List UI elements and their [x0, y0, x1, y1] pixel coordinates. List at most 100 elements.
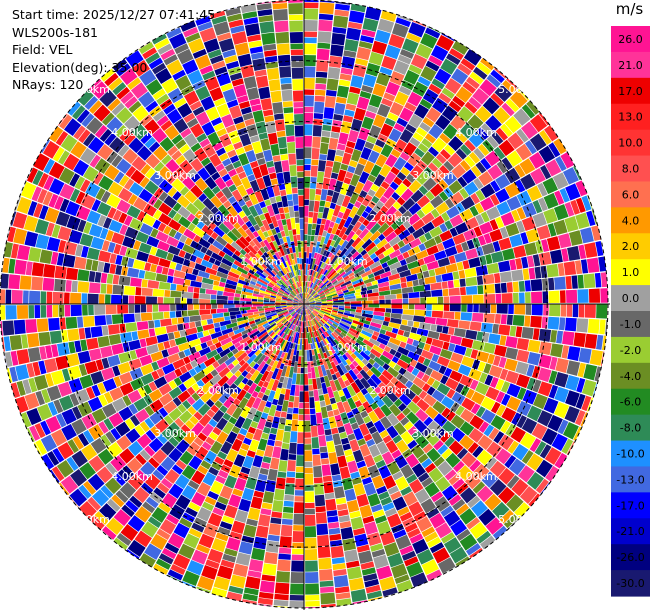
velocity-cell: [264, 308, 276, 313]
velocity-cell: [312, 125, 322, 137]
velocity-cell: [287, 280, 292, 286]
velocity-cell: [526, 405, 542, 422]
velocity-cell: [261, 263, 268, 270]
velocity-cell: [193, 411, 203, 421]
velocity-cell: [312, 318, 320, 329]
velocity-cell: [547, 414, 563, 432]
velocity-cell: [89, 282, 101, 294]
velocity-cell: [489, 460, 506, 478]
velocity-cell: [125, 49, 138, 59]
velocity-cell: [253, 314, 266, 321]
velocity-cell: [368, 352, 376, 360]
velocity-cell: [264, 324, 271, 329]
velocity-cell: [116, 158, 132, 174]
velocity-cell: [133, 397, 148, 412]
velocity-cell: [299, 304, 304, 307]
velocity-cell: [275, 299, 287, 303]
velocity-cell: [347, 460, 359, 474]
velocity-cell: [196, 586, 211, 594]
velocity-cell: [34, 305, 41, 319]
velocity-cell: [42, 277, 55, 291]
velocity-cell: [276, 43, 290, 56]
velocity-cell: [201, 277, 214, 285]
velocity-cell: [101, 112, 115, 126]
velocity-cell: [319, 446, 328, 453]
velocity-cell: [368, 304, 380, 308]
velocity-cell: [422, 443, 434, 454]
velocity-cell: [304, 304, 306, 310]
velocity-cell: [309, 314, 313, 320]
velocity-cell: [262, 491, 275, 504]
velocity-cell: [222, 421, 235, 435]
velocity-cell: [172, 254, 185, 265]
velocity-cell: [252, 455, 263, 468]
velocity-cell: [356, 391, 367, 404]
velocity-cell: [221, 327, 234, 336]
velocity-cell: [371, 503, 383, 513]
velocity-cell: [309, 305, 321, 310]
velocity-cell: [338, 305, 345, 309]
velocity-cell: [361, 313, 374, 319]
velocity-cell: [314, 194, 321, 201]
velocity-cell: [277, 309, 288, 315]
velocity-cell: [386, 390, 399, 403]
velocity-cell: [337, 455, 348, 468]
velocity-cell: [216, 346, 224, 354]
velocity-cell: [426, 447, 441, 463]
colorbar-tick-label: 2.0: [622, 240, 640, 253]
velocity-cell: [236, 266, 248, 275]
velocity-cell: [292, 343, 296, 349]
velocity-cell: [301, 315, 303, 321]
velocity-cell: [431, 310, 444, 318]
velocity-cell: [272, 254, 281, 266]
velocity-cell: [271, 314, 278, 318]
velocity-cell: [421, 427, 432, 438]
velocity-cell: [213, 322, 221, 328]
velocity-cell: [289, 20, 303, 32]
velocity-cell: [344, 308, 356, 312]
velocity-cell: [420, 335, 427, 343]
velocity-cell: [243, 266, 250, 272]
velocity-cell: [431, 389, 446, 403]
velocity-cell: [19, 275, 32, 290]
velocity-cell: [274, 285, 285, 293]
velocity-cell: [324, 323, 330, 329]
velocity-cell: [386, 425, 399, 439]
velocity-cell: [234, 416, 246, 429]
velocity-cell: [304, 304, 310, 306]
velocity-cell: [239, 236, 250, 247]
velocity-cell: [332, 563, 346, 571]
velocity-cell: [265, 400, 272, 408]
velocity-cell: [310, 425, 318, 438]
velocity-cell: [485, 386, 500, 401]
velocity-cell: [173, 97, 187, 109]
velocity-cell: [78, 328, 86, 340]
velocity-cell: [226, 322, 238, 329]
velocity-cell: [269, 339, 275, 345]
velocity-cell: [75, 388, 90, 404]
velocity-cell: [127, 539, 146, 557]
velocity-cell: [242, 455, 254, 469]
velocity-cell: [472, 445, 484, 458]
velocity-cell: [237, 319, 249, 326]
velocity-cell: [61, 368, 71, 382]
velocity-cell: [158, 281, 171, 290]
velocity-cell: [307, 326, 310, 332]
velocity-cell: [156, 528, 171, 541]
velocity-cell: [241, 327, 253, 336]
velocity-cell: [284, 321, 290, 327]
velocity-cell: [245, 432, 254, 440]
velocity-cell: [44, 358, 58, 373]
velocity-cell: [467, 442, 479, 454]
velocity-cell: [560, 304, 567, 317]
velocity-cell: [304, 304, 307, 309]
velocity-cell: [183, 377, 197, 389]
velocity-cell: [263, 306, 269, 309]
velocity-cell: [272, 286, 279, 291]
velocity-cell: [526, 364, 535, 377]
velocity-cell: [32, 170, 44, 186]
velocity-cell: [321, 130, 331, 138]
velocity-cell: [128, 304, 135, 314]
velocity-cell: [309, 305, 321, 310]
velocity-cell: [490, 414, 506, 430]
